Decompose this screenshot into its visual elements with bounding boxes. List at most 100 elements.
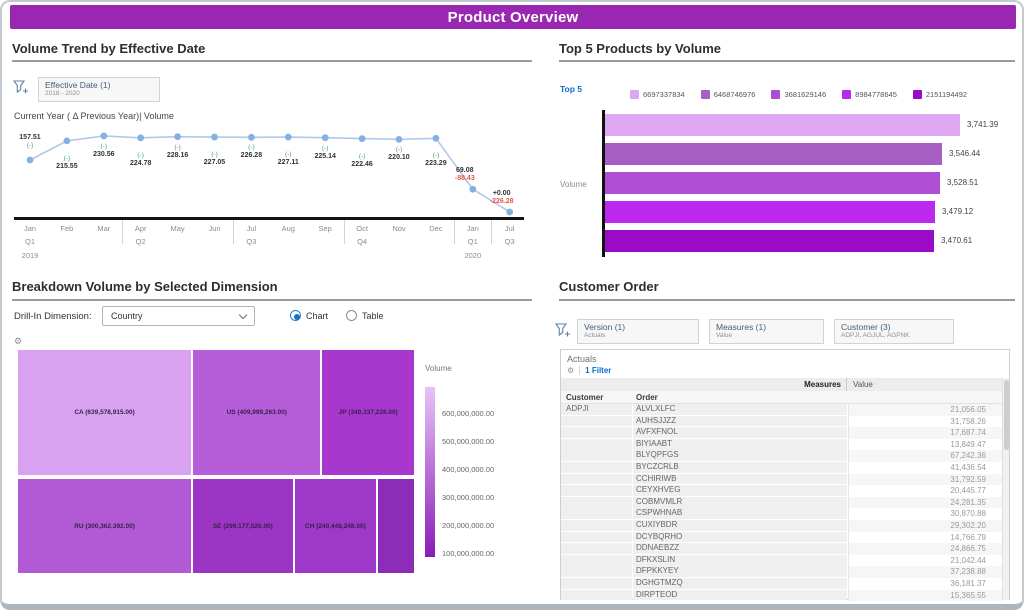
customer-filter-chip[interactable]: Customer (3) ADPJI, AGJUL, AGPNK <box>834 319 954 344</box>
trend-line-svg <box>26 132 514 216</box>
volume-bar[interactable] <box>605 172 940 194</box>
customer-cell <box>561 473 632 485</box>
x-axis-month-label: Aug <box>281 224 295 233</box>
divider <box>12 299 532 301</box>
table-row[interactable]: AUHSJJZZ 31,758.26 <box>561 415 1004 428</box>
top5-link[interactable]: Top 5 <box>560 84 583 94</box>
trend-data-point[interactable] <box>174 133 182 141</box>
x-axis-month-label: Jul <box>504 224 515 233</box>
trend-data-point[interactable] <box>26 156 34 164</box>
measures-filter-chip[interactable]: Measures (1) Value <box>709 319 824 344</box>
add-filter-icon[interactable] <box>13 80 29 95</box>
x-axis-month-label: Jun <box>208 224 221 233</box>
x-axis-quarter-label: Q2 <box>135 237 146 246</box>
order-table-body: ADPJI ALVLXLFC 21,056.05 AUHSJJZZ 31,758.26 A… <box>561 404 1004 602</box>
bar-value-label: 3,470.61 <box>941 236 973 245</box>
trend-data-point[interactable] <box>432 134 440 142</box>
customer-cell <box>561 554 632 566</box>
table-row[interactable]: BIYIAABT 13,849.47 <box>561 438 1004 451</box>
effective-date-filter-chip[interactable]: Effective Date (1) 2018 - 2020 <box>38 77 160 102</box>
table-row[interactable]: DFPKKYEY 37,238.88 <box>561 566 1004 578</box>
trend-data-point[interactable] <box>63 137 71 145</box>
value-cell: 41,436.54 <box>848 462 1004 474</box>
table-row[interactable]: BLYQPFGS 67,242.36 <box>561 450 1004 462</box>
value-cell: 20,445.77 <box>848 485 1004 497</box>
table-row[interactable]: BYCZCRLB 41,436.54 <box>561 462 1004 474</box>
legend-item[interactable]: 6697337834 <box>630 90 685 99</box>
add-filter-icon[interactable] <box>555 323 571 338</box>
treemap-cell[interactable] <box>378 479 414 573</box>
treemap-legend-tick: 100,000,000.00 <box>442 549 495 558</box>
legend-item[interactable]: 3681629146 <box>771 90 826 99</box>
table-row[interactable]: DGHGTMZQ 36,181.37 <box>561 578 1004 590</box>
table-row[interactable]: CUXIYBDR 29,302.20 <box>561 520 1004 532</box>
trend-data-point[interactable] <box>321 134 329 142</box>
value-cell: 24,281.35 <box>848 496 1004 509</box>
trend-data-point[interactable] <box>284 133 292 141</box>
treemap-cell[interactable]: US (409,999,263.00) <box>193 350 321 476</box>
order-cell: BLYQPFGS <box>633 450 847 462</box>
radio-table[interactable]: Table <box>346 310 384 321</box>
table-row[interactable]: AVFXFNOL 17,687.74 <box>561 427 1004 439</box>
table-row[interactable]: COBMVMLR 24,281.35 <box>561 496 1004 509</box>
value-cell: 21,056.05 <box>848 404 1004 416</box>
treemap-cell[interactable]: CA (639,578,915.00) <box>18 350 192 476</box>
x-axis-tick <box>343 220 345 244</box>
volume-bar[interactable] <box>605 143 942 165</box>
trend-data-point[interactable] <box>137 134 145 142</box>
version-filter-chip[interactable]: Version (1) Actuals <box>577 319 699 344</box>
value-cell: 17,687.74 <box>848 427 1004 439</box>
version-context-label: Actuals <box>567 354 597 364</box>
volume-bar[interactable] <box>605 114 960 136</box>
x-axis-month-label: Nov <box>392 224 406 233</box>
trend-data-point[interactable] <box>211 133 218 141</box>
table-row[interactable]: DFKXSLIN 21,042.44 <box>561 554 1004 567</box>
treemap-cell[interactable]: CH (240,448,248.00) <box>294 479 377 573</box>
trend-point-label: (-) 227.11 <box>277 151 299 167</box>
customer-cell <box>561 496 632 508</box>
trend-data-point[interactable] <box>100 132 108 140</box>
treemap-cell[interactable]: SE (299,177,526.00) <box>193 479 293 573</box>
filter-count-link[interactable]: 1 Filter <box>585 366 612 375</box>
volume-bar[interactable] <box>605 201 935 223</box>
customer-cell: ADPJI <box>561 404 632 415</box>
legend-swatch <box>771 90 781 99</box>
customer-cell <box>561 438 632 450</box>
table-row[interactable]: ADPJI ALVLXLFC 21,056.05 <box>561 404 1004 416</box>
trend-data-point[interactable] <box>506 208 514 216</box>
treemap-cell[interactable]: JP (349,337,228.00) <box>322 350 414 476</box>
x-axis-tick <box>122 220 124 244</box>
treemap-legend-tick: 400,000,000.00 <box>442 465 495 474</box>
gear-icon[interactable]: ⚙ <box>567 366 575 375</box>
scrollbar-thumb[interactable] <box>1004 380 1009 450</box>
table-row[interactable]: DCYBQRHO 14,766.79 <box>561 531 1004 544</box>
x-axis-quarter-label: Q4 <box>357 237 368 246</box>
legend-item[interactable]: 8984778645 <box>842 90 897 99</box>
table-scrollbar[interactable] <box>1002 378 1009 600</box>
value-cell: 24,866.75 <box>848 543 1004 555</box>
table-row[interactable]: CCHIRIWB 31,792.59 <box>561 473 1004 486</box>
order-cell: AVFXFNOL <box>633 427 847 438</box>
trend-data-point[interactable] <box>248 133 255 141</box>
legend-item[interactable]: 2151194492 <box>912 90 967 99</box>
chip-label: Effective Date (1) <box>45 80 111 90</box>
legend-item[interactable]: 6468746976 <box>700 90 755 99</box>
table-row[interactable]: CSPWHNAB 30,870.88 <box>561 508 1004 520</box>
value-cell: 13,849.47 <box>848 438 1004 451</box>
trend-data-point[interactable] <box>395 135 403 143</box>
trend-point-label: 69.08 -88.43 <box>454 167 475 183</box>
x-axis-month-label: Jan <box>466 224 479 233</box>
value-cell: 29,302.20 <box>848 520 1004 532</box>
dimension-select[interactable]: Country <box>102 306 255 326</box>
treemap-cell[interactable]: RU (300,362,392.00) <box>18 479 192 573</box>
x-axis-quarter-label: Q3 <box>504 237 515 246</box>
table-row[interactable]: DDNAEBZZ 24,866.75 <box>561 543 1004 555</box>
chart-settings-gear-icon[interactable]: ⚙ <box>14 336 23 346</box>
table-row[interactable]: CEYXHVEG 20,445.77 <box>561 485 1004 497</box>
volume-bar[interactable] <box>605 230 934 252</box>
trend-data-point[interactable] <box>469 185 477 193</box>
radio-chart[interactable]: Chart <box>290 310 328 321</box>
x-axis-month-label: Oct <box>356 224 368 233</box>
trend-data-point[interactable] <box>358 135 366 142</box>
table-row[interactable]: DIRPTEOD 15,365.55 <box>561 589 1004 602</box>
